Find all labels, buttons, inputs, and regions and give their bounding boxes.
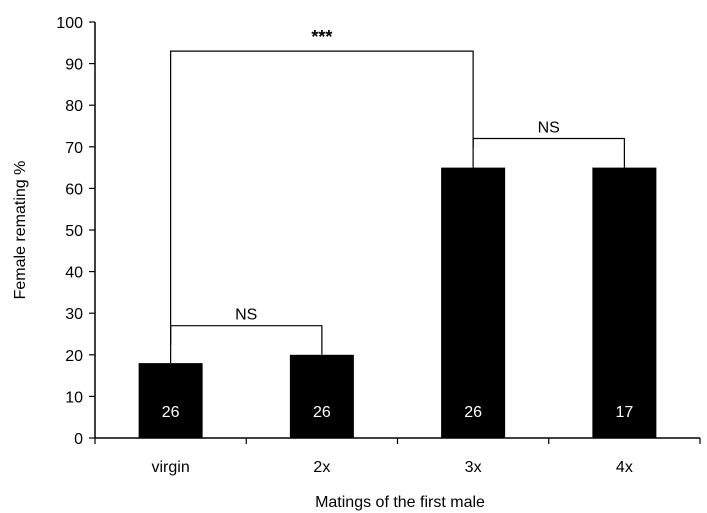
bars: 26 26 26 17 bbox=[138, 167, 657, 438]
bar-4x bbox=[592, 167, 657, 438]
y-axis-label: Female remating % bbox=[12, 161, 29, 300]
bracket-virgin-3x bbox=[170, 50, 474, 346]
y-tick-label-70: 70 bbox=[65, 140, 83, 157]
sample-size-label-virgin: 26 bbox=[162, 404, 180, 421]
y-tick-label-0: 0 bbox=[74, 431, 83, 448]
bracket-label-3x-4x: NS bbox=[538, 119, 560, 136]
x-tick-label-virgin: virgin bbox=[152, 459, 190, 476]
x-tick-label-2x: 2x bbox=[313, 459, 330, 476]
y-tick-label-80: 80 bbox=[65, 98, 83, 115]
bracket-3x-4x bbox=[472, 137, 625, 168]
significance-brackets: NS NS *** bbox=[170, 27, 625, 364]
y-tick-label-10: 10 bbox=[65, 389, 83, 406]
y-tick-label-20: 20 bbox=[65, 348, 83, 365]
bracket-label-virgin-2x: NS bbox=[235, 307, 257, 324]
sample-size-label-4x: 17 bbox=[615, 404, 633, 421]
sample-size-label-2x: 26 bbox=[313, 404, 331, 421]
y-tick-label-90: 90 bbox=[65, 57, 83, 74]
bar-3x bbox=[441, 167, 506, 438]
bar-virgin bbox=[138, 363, 203, 438]
x-tick-label-4x: 4x bbox=[616, 459, 633, 476]
bracket-label-virgin-3x: *** bbox=[311, 27, 332, 47]
x-axis-label: Matings of the first male bbox=[315, 494, 485, 511]
y-tick-label-100: 100 bbox=[56, 15, 83, 32]
y-tick-label-60: 60 bbox=[65, 181, 83, 198]
sample-size-label-3x: 26 bbox=[464, 404, 482, 421]
y-tick-label-40: 40 bbox=[65, 265, 83, 282]
y-tick-label-50: 50 bbox=[65, 223, 83, 240]
bar-2x bbox=[289, 354, 354, 438]
y-tick-label-30: 30 bbox=[65, 306, 83, 323]
axes: 0 10 20 30 40 50 60 70 80 90 100 virgin 2x 3x 4x bbox=[56, 15, 701, 476]
x-tick-label-3x: 3x bbox=[465, 459, 482, 476]
